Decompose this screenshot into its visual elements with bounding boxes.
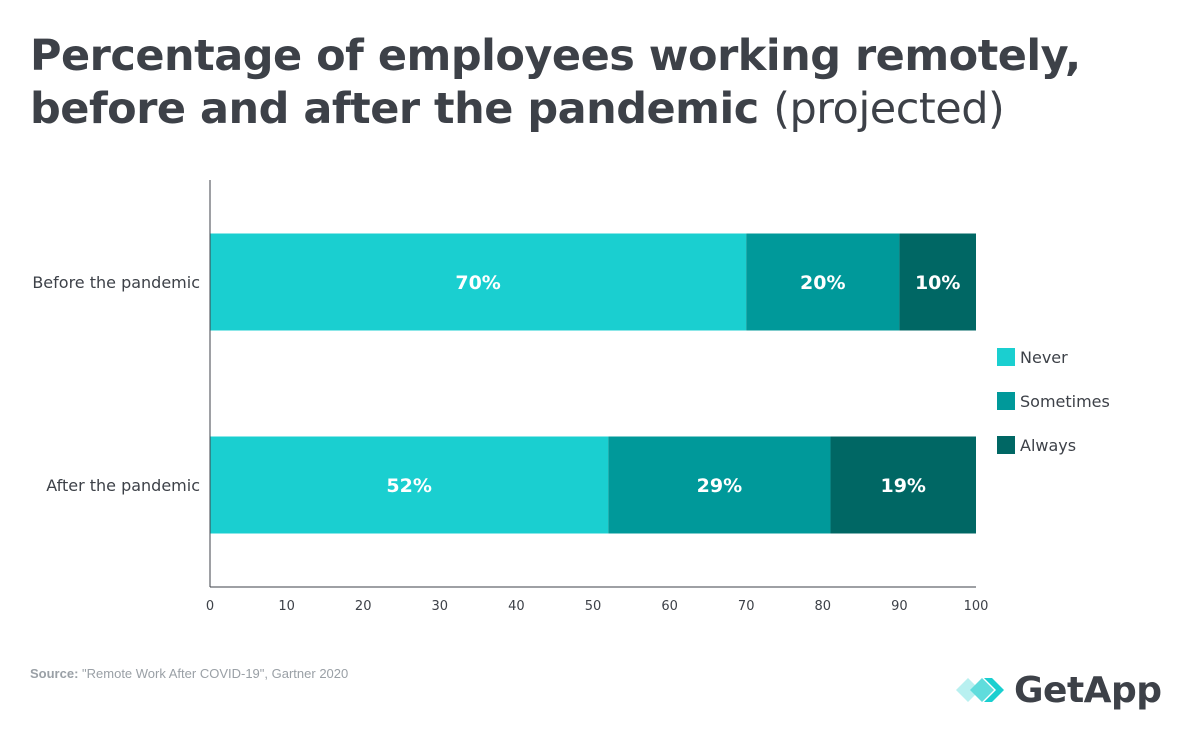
category-label: Before the pandemic <box>32 273 200 292</box>
bar-sometimes-0 <box>746 233 900 331</box>
logo-chevron-2 <box>970 678 994 702</box>
source-note: Source: "Remote Work After COVID-19", Ga… <box>30 666 348 681</box>
legend-swatch-never <box>997 348 1015 366</box>
data-label: 20% <box>800 272 845 294</box>
data-label: 70% <box>455 272 500 294</box>
getapp-chevron-icon <box>956 678 1004 702</box>
x-tick-label: 40 <box>508 599 525 614</box>
x-tick-label: 90 <box>891 599 908 614</box>
chart-title-suffix: (projected) <box>773 84 1005 134</box>
x-tick-label: 100 <box>964 599 989 614</box>
logo-text: GetApp <box>1014 669 1162 711</box>
legend-swatch-always <box>997 436 1015 454</box>
legend-label-always: Always <box>1020 436 1076 455</box>
data-label: 52% <box>386 475 431 497</box>
bar-never-1 <box>210 436 609 534</box>
bar-never-0 <box>210 233 747 331</box>
getapp-logo: GetApp <box>954 668 1162 712</box>
x-tick-label: 20 <box>355 599 372 614</box>
logo-chevron-1 <box>956 678 980 702</box>
bar-always-0 <box>899 233 976 331</box>
bar-sometimes-1 <box>608 436 831 534</box>
legend-swatch-sometimes <box>997 392 1015 410</box>
category-label: After the pandemic <box>46 476 200 495</box>
logo-chevron-3 <box>984 678 1004 702</box>
source-text: "Remote Work After COVID-19", Gartner 20… <box>82 666 349 681</box>
chart-title: Percentage of employees working remotely… <box>30 30 1170 136</box>
legend-label-sometimes: Sometimes <box>1020 392 1110 411</box>
x-tick-label: 60 <box>661 599 678 614</box>
bar-always-1 <box>830 436 976 534</box>
source-label: Source: <box>30 666 79 681</box>
x-tick-label: 0 <box>206 599 214 614</box>
x-tick-label: 80 <box>815 599 832 614</box>
x-tick-label: 10 <box>278 599 295 614</box>
x-tick-label: 30 <box>432 599 449 614</box>
data-label: 29% <box>697 475 742 497</box>
legend-label-never: Never <box>1020 348 1068 367</box>
x-tick-label: 50 <box>585 599 602 614</box>
data-label: 19% <box>880 475 925 497</box>
x-tick-label: 70 <box>738 599 755 614</box>
chart-title-main: Percentage of employees working remotely… <box>30 31 1081 134</box>
data-label: 10% <box>915 272 960 294</box>
